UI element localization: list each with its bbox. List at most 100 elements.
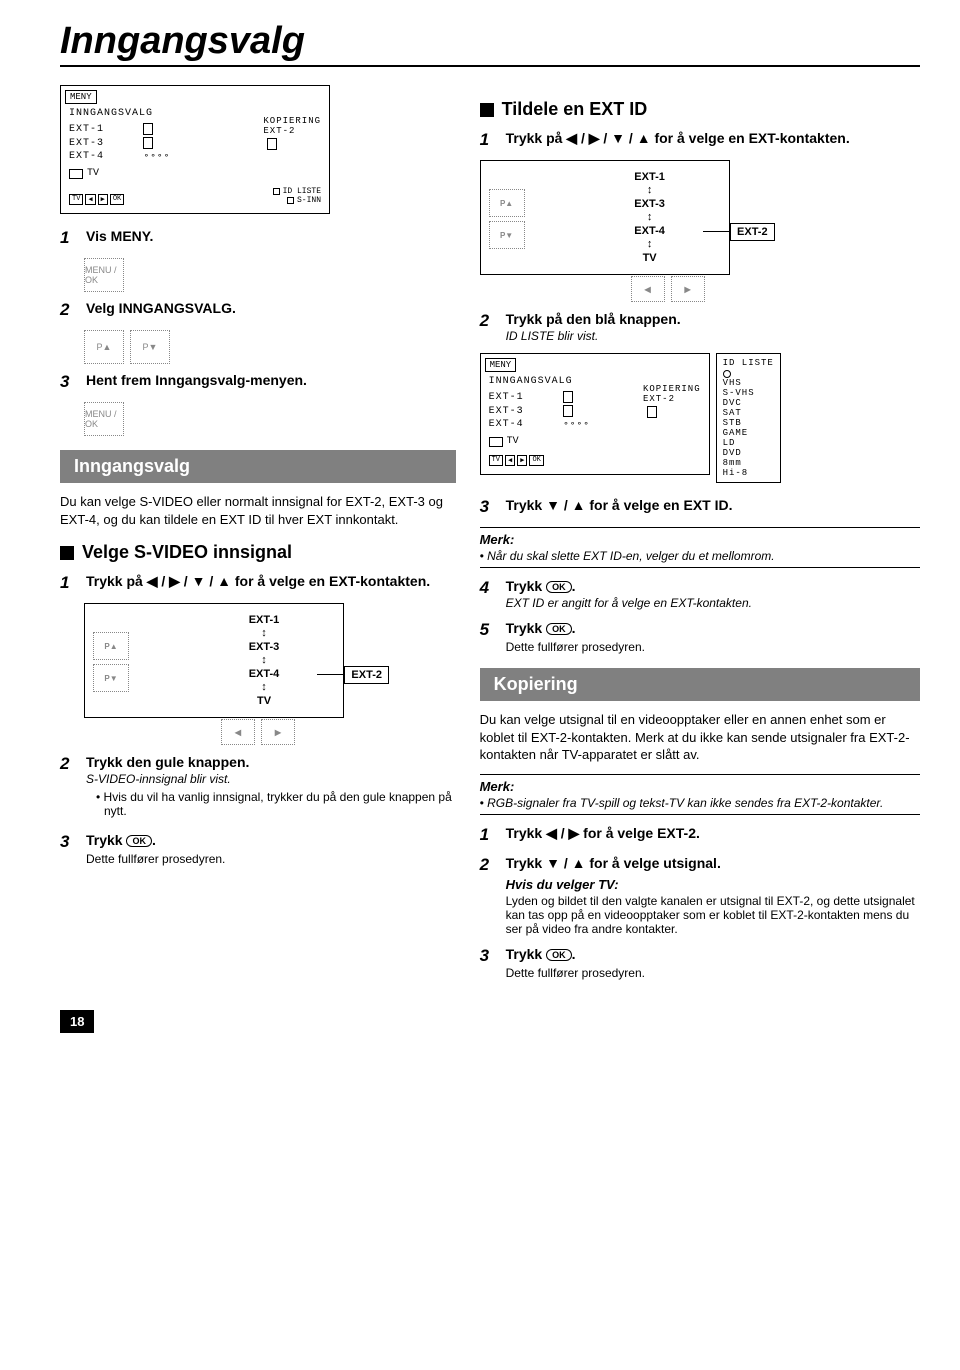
page-title: Inngangsvalg — [60, 20, 920, 63]
step-number: 3 — [480, 497, 498, 517]
step-text: Trykk ▼ / ▲ for å velge utsignal. — [506, 855, 920, 871]
ok-pill-icon: OK — [546, 623, 572, 635]
step-text: Trykk på ◀ / ▶ / ▼ / ▲ for å velge en EX… — [506, 130, 920, 147]
vert-arrow-icon: ↕ — [261, 628, 267, 639]
step-subtext: Dette fullfører prosedyren. — [86, 852, 456, 866]
hand-icon: P▲ — [84, 330, 124, 364]
nav-right: ▶ — [517, 455, 527, 466]
ext-node: EXT-3 — [249, 641, 280, 653]
step-number: 2 — [480, 855, 498, 875]
step-number: 2 — [60, 300, 78, 320]
idliste-item: DVC — [723, 398, 774, 408]
kopiering-sub: EXT-2 — [643, 394, 701, 404]
nav-right: ▶ — [98, 194, 108, 205]
step-number: 2 — [480, 311, 498, 331]
body-text: Du kan velge utsignal til en videoopptak… — [480, 711, 920, 764]
hand-icon: ▶ — [671, 276, 705, 302]
hand-icon: ▶ — [261, 719, 295, 745]
step-number: 1 — [60, 573, 78, 593]
step-number: 1 — [480, 825, 498, 845]
nav-tv: TV — [489, 455, 503, 466]
device-icon — [647, 406, 657, 418]
nav-left: ◀ — [505, 455, 515, 466]
ext-node: EXT-1 — [249, 614, 280, 626]
menubox-item: EXT-4 — [489, 419, 559, 430]
menubox-item: EXT-1 — [489, 392, 559, 403]
menubox-tab: MENY — [65, 90, 97, 104]
step-text: Trykk på den blå knappen. — [506, 311, 920, 327]
tv-label: TV — [507, 436, 519, 447]
menubox-item: EXT-1 — [69, 124, 139, 135]
step-text: Trykk ◀ / ▶ for å velge EXT-2. — [506, 825, 920, 842]
kopiering-sub: EXT-2 — [263, 126, 321, 136]
hand-icon: MENU / OK — [84, 402, 124, 436]
device-icon — [267, 138, 277, 150]
hand-icon: P▲ — [489, 189, 525, 217]
step-text: Vis MENY. — [86, 228, 456, 244]
title-underline — [60, 65, 920, 67]
step-number: 4 — [480, 578, 498, 598]
kopiering-label: KOPIERING — [263, 116, 321, 126]
ext-diagram: P▲P▼ EXT-1 ↕ EXT-3 ↕ EXT-4 ↕ TV EXT-2 ◀▶ — [480, 160, 730, 275]
idliste-item: STB — [723, 418, 774, 428]
idliste-item: LD — [723, 438, 774, 448]
step-number: 2 — [60, 754, 78, 774]
menubox-item: EXT-3 — [69, 138, 139, 149]
page-footer: 18 — [60, 1010, 920, 1033]
menubox-tab: MENY — [485, 358, 517, 372]
step-text: Velg INNGANGSVALG. — [86, 300, 456, 316]
subheading-svideo: Velge S-VIDEO innsignal — [60, 542, 456, 563]
hand-icon: P▼ — [130, 330, 170, 364]
idliste-label: ID LISTE — [283, 187, 321, 196]
radio-icon — [723, 370, 731, 378]
device-icon — [143, 123, 153, 135]
merk-label: Merk: — [480, 779, 920, 794]
nav-tv: TV — [69, 194, 83, 205]
idliste-item: GAME — [723, 428, 774, 438]
dots-icon — [559, 419, 590, 430]
vert-arrow-icon: ↕ — [261, 682, 267, 693]
nav-ok: OK — [110, 194, 124, 205]
ext-node: EXT-4 — [249, 668, 280, 680]
ok-pill-icon: OK — [126, 835, 152, 847]
merk-label: Merk: — [480, 532, 920, 547]
step-number: 3 — [60, 372, 78, 392]
hand-icon: P▼ — [489, 221, 525, 249]
vert-arrow-icon: ↕ — [261, 655, 267, 666]
step-text: Trykk OK. — [506, 946, 920, 962]
menubox-top: MENY INNGANGSVALG EXT-1 EXT-3 EXT-4 KOPI… — [60, 85, 330, 214]
tv-icon — [69, 169, 83, 179]
step-subtext: Dette fullfører prosedyren. — [506, 640, 920, 654]
subheading-tildele: Tildele en EXT ID — [480, 99, 920, 120]
idliste-item: S-VHS — [723, 388, 774, 398]
ext-node: EXT-4 — [634, 225, 665, 237]
idliste-item: VHS — [723, 378, 774, 388]
step-text: Hent frem Inngangsvalg-menyen. — [86, 372, 456, 388]
idliste-item: DVD — [723, 448, 774, 458]
sinn-label: S-INN — [297, 196, 321, 205]
device-icon — [143, 137, 153, 149]
ext2-badge: EXT-2 — [344, 666, 389, 684]
step-number: 3 — [480, 946, 498, 966]
step-text: Trykk OK. — [86, 832, 456, 848]
step-text: Trykk ▼ / ▲ for å velge en EXT ID. — [506, 497, 920, 513]
merk-body: • RGB-signaler fra TV-spill og tekst-TV … — [480, 796, 920, 810]
dots-icon — [139, 151, 170, 162]
hvis-label: Hvis du velger TV: — [506, 877, 920, 892]
vert-arrow-icon: ↕ — [647, 239, 653, 250]
nav-ok: OK — [529, 455, 543, 466]
tv-label: TV — [87, 168, 99, 179]
hvis-body: Lyden og bildet til den valgte kanalen e… — [506, 894, 920, 936]
device-icon — [563, 405, 573, 417]
step-subtext: S-VIDEO-innsignal blir vist. — [86, 772, 456, 786]
square-icon — [273, 188, 280, 195]
step-number: 3 — [60, 832, 78, 852]
section-bar-inngangsvalg: Inngangsvalg — [60, 450, 456, 483]
vert-arrow-icon: ↕ — [647, 185, 653, 196]
menubox-item: EXT-4 — [69, 151, 139, 162]
step-text: Trykk OK. — [506, 620, 920, 636]
step-subtext: ID LISTE blir vist. — [506, 329, 920, 343]
vert-arrow-icon: ↕ — [647, 212, 653, 223]
body-text: Du kan velge S-VIDEO eller normalt innsi… — [60, 493, 456, 528]
ext-node: EXT-3 — [634, 198, 665, 210]
